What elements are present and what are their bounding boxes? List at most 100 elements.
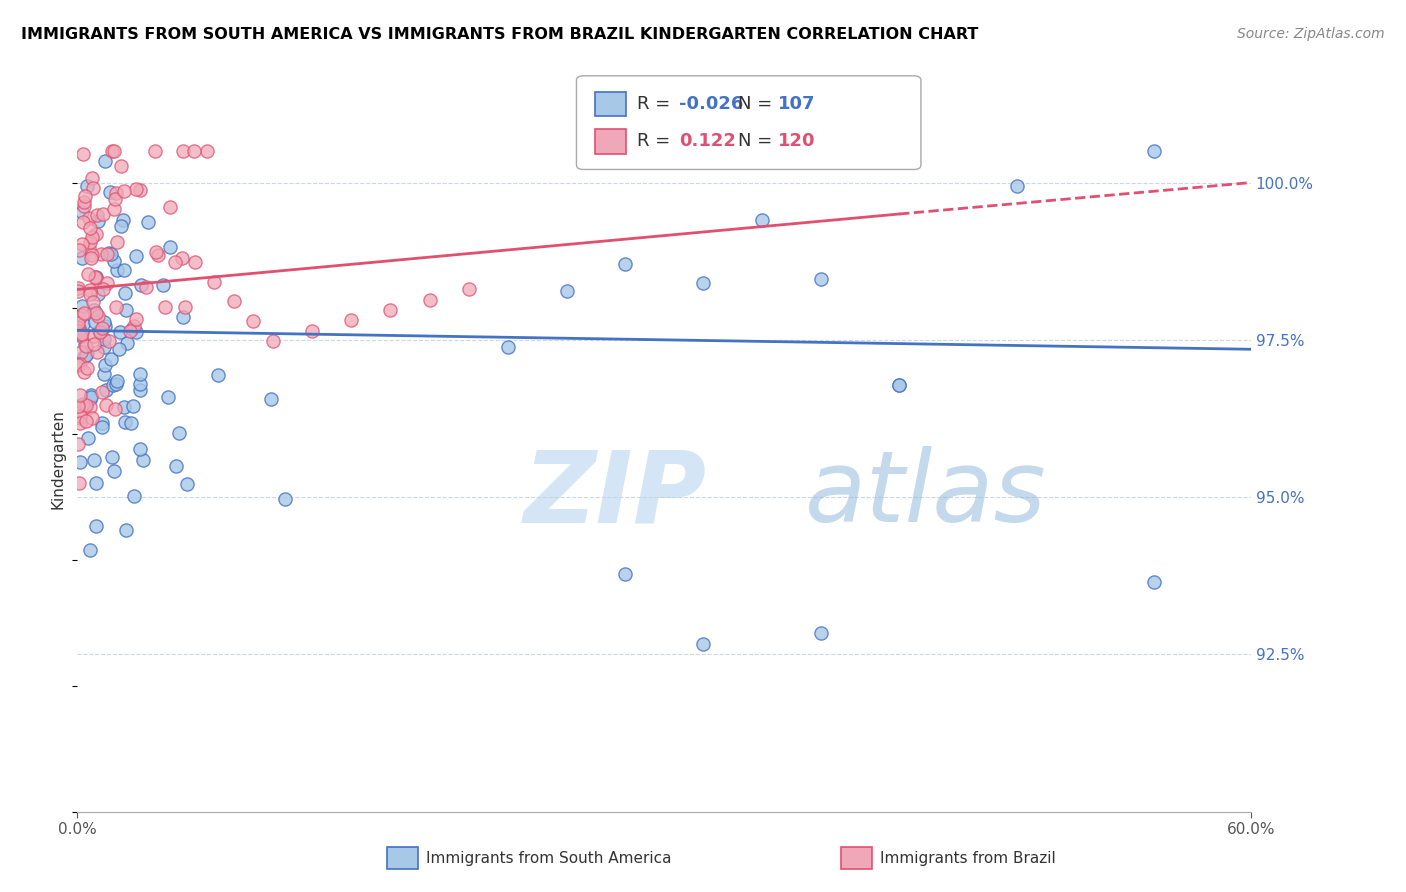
Point (120, 416, 142, 430)
Point (67, 358, 90, 372)
Point (94, 358, 117, 372)
Point (69, 409, 91, 423)
Point (80, 252, 103, 266)
Point (103, 202, 125, 216)
Point (105, 300, 128, 314)
Point (111, 212, 134, 227)
Point (91, 207, 114, 221)
Point (94, 398, 117, 412)
Point (202, 275, 225, 289)
Point (101, 378, 124, 392)
Text: IMMIGRANTS FROM SOUTH AMERICA VS IMMIGRANTS FROM BRAZIL KINDERGARTEN CORRELATION: IMMIGRANTS FROM SOUTH AMERICA VS IMMIGRA… (21, 27, 979, 42)
Point (91, 384, 114, 399)
Text: atlas: atlas (806, 446, 1047, 543)
Point (143, 144, 166, 158)
Point (79, 221, 101, 235)
Point (301, 324, 323, 338)
Point (146, 248, 169, 262)
Point (100, 351, 122, 366)
Point (69, 329, 91, 343)
Point (93, 315, 115, 329)
Point (172, 144, 194, 158)
Point (75, 348, 97, 362)
Point (83, 453, 105, 467)
Point (69, 411, 91, 425)
Point (84, 270, 107, 285)
Point (419, 293, 441, 307)
Point (67, 475, 90, 490)
Point (80, 387, 103, 401)
Point (172, 310, 194, 324)
Point (70, 326, 93, 341)
Point (1142, 575, 1164, 590)
Point (108, 342, 131, 356)
Point (87, 213, 110, 227)
Point (76, 179, 98, 194)
Point (90, 417, 112, 431)
Point (810, 626, 832, 640)
Point (496, 340, 519, 354)
Point (72, 251, 94, 265)
Point (103, 144, 125, 158)
Point (82, 294, 104, 309)
Point (751, 213, 773, 227)
Point (67, 322, 90, 336)
Point (75, 338, 97, 352)
Point (83, 302, 105, 317)
Point (129, 367, 152, 381)
Point (91, 320, 114, 334)
Point (159, 200, 181, 214)
Point (82, 411, 104, 425)
Point (89, 325, 111, 339)
Point (176, 477, 198, 491)
Point (94, 153, 117, 168)
Point (110, 325, 132, 339)
Point (98, 185, 121, 199)
Text: Source: ZipAtlas.com: Source: ZipAtlas.com (1237, 27, 1385, 41)
Point (114, 415, 136, 429)
Point (84, 227, 107, 241)
Point (152, 278, 174, 293)
Text: ZIP: ZIP (523, 446, 706, 543)
Point (125, 182, 148, 196)
Text: Immigrants from Brazil: Immigrants from Brazil (880, 851, 1056, 865)
Text: 120: 120 (778, 132, 815, 150)
Point (86, 475, 108, 490)
Point (75, 338, 97, 352)
Point (91, 420, 114, 434)
Point (889, 378, 911, 392)
Point (112, 184, 135, 198)
Point (79, 543, 101, 558)
Point (273, 492, 295, 507)
Point (84, 271, 107, 285)
Point (73, 194, 96, 209)
Point (340, 313, 363, 327)
Point (105, 263, 128, 277)
Point (79, 211, 101, 225)
Point (93, 319, 115, 334)
Point (83, 270, 105, 285)
Point (77, 431, 100, 445)
Point (105, 186, 128, 200)
Point (103, 464, 125, 478)
Point (67, 285, 90, 299)
Point (159, 240, 181, 254)
Point (183, 144, 205, 158)
Point (72, 317, 94, 331)
Point (67, 399, 90, 413)
Point (145, 245, 167, 260)
Point (242, 314, 264, 328)
Point (73, 366, 96, 380)
Point (72, 237, 94, 252)
Point (170, 251, 193, 265)
Point (76, 361, 98, 376)
Point (889, 378, 911, 392)
Point (69, 416, 91, 430)
Text: N =: N = (738, 132, 778, 150)
Point (93, 341, 115, 355)
Point (380, 303, 402, 318)
Point (73, 198, 96, 212)
Point (155, 300, 177, 314)
Point (110, 159, 132, 173)
Text: 0.122: 0.122 (679, 132, 735, 150)
